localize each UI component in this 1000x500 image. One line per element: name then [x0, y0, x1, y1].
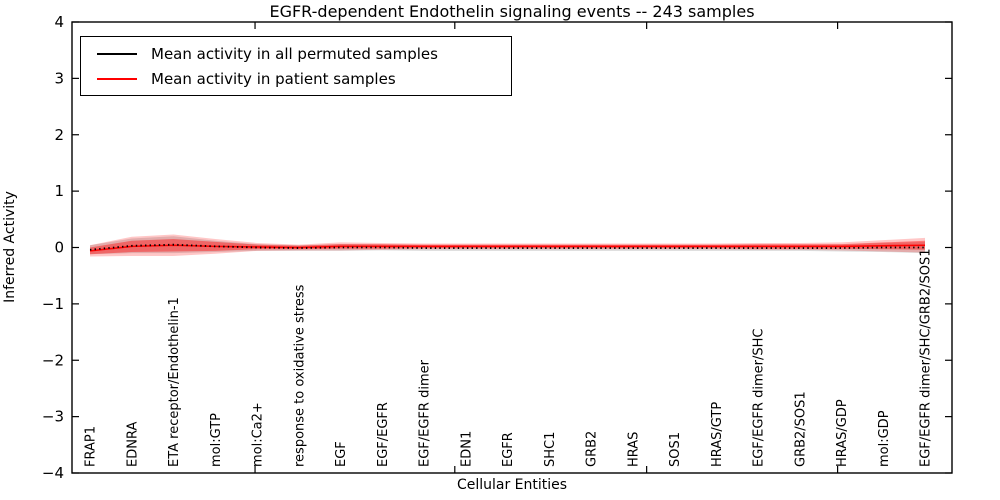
- x-category-label: HRAS/GTP: [710, 402, 725, 467]
- x-axis-label: Cellular Entities: [456, 477, 568, 493]
- series-line: [89, 244, 926, 252]
- band: [90, 236, 925, 255]
- legend-line-red: [97, 77, 137, 80]
- x-axis-ticks: [254, 22, 839, 473]
- y-tick-label: 0: [54, 239, 64, 257]
- y-tick-label: 4: [54, 13, 64, 31]
- x-category-label: EDNRA: [125, 422, 140, 467]
- x-category-label: EGF/EGFR: [376, 402, 391, 467]
- legend: Mean activity in all permuted samples Me…: [80, 36, 512, 96]
- legend-line-black: [97, 52, 137, 55]
- legend-entry-patient: Mean activity in patient samples: [91, 70, 501, 88]
- y-tick-label: 3: [54, 69, 64, 87]
- y-tick-label: −2: [42, 351, 64, 369]
- legend-entry-permuted: Mean activity in all permuted samples: [91, 45, 501, 63]
- x-category-label: SOS1: [668, 432, 683, 467]
- x-category-label: FRAP1: [84, 426, 99, 467]
- y-tick-label: 1: [54, 182, 64, 200]
- y-tick-label: 2: [54, 126, 64, 144]
- x-category-label: mol:Ca2+: [251, 402, 266, 467]
- x-category-label: mol:GTP: [209, 413, 224, 467]
- x-category-label: HRAS: [626, 432, 641, 467]
- legend-label-permuted: Mean activity in all permuted samples: [151, 44, 438, 63]
- y-tick-label: −3: [42, 408, 64, 426]
- x-category-label: response to oxidative stress: [292, 284, 307, 467]
- y-tick-label: −1: [42, 295, 64, 313]
- x-category-label: EGF/EGFR dimer/SHC/GRB2/SOS1: [919, 249, 934, 468]
- x-category-label: GRB2/SOS1: [793, 391, 808, 467]
- x-category-label: EDN1: [459, 431, 474, 467]
- chart-title: EGFR-dependent Endothelin signaling even…: [269, 2, 755, 21]
- x-category-label: SHC1: [543, 432, 558, 467]
- x-category-label: mol:GDP: [877, 410, 892, 467]
- band: [90, 234, 925, 257]
- x-category-label: EGF: [334, 441, 349, 467]
- x-category-label: HRAS/GDP: [835, 399, 850, 467]
- x-category-label: GRB2: [585, 431, 600, 467]
- y-axis-ticks: 4 3 2 1 0 −1 −2 −3 −4: [42, 13, 952, 482]
- y-tick-label: −4: [42, 464, 64, 482]
- x-category-label: ETA receptor/Endothelin-1: [167, 297, 182, 467]
- x-category-label: EGFR: [501, 432, 516, 467]
- x-category-label: EGF/EGFR dimer: [418, 359, 433, 467]
- x-category-label: EGF/EGFR dimer/SHC: [752, 329, 767, 467]
- legend-label-patient: Mean activity in patient samples: [151, 69, 396, 88]
- x-category-labels: FRAP1 EDNRA ETA receptor/Endothelin-1 mol:G…: [84, 249, 934, 468]
